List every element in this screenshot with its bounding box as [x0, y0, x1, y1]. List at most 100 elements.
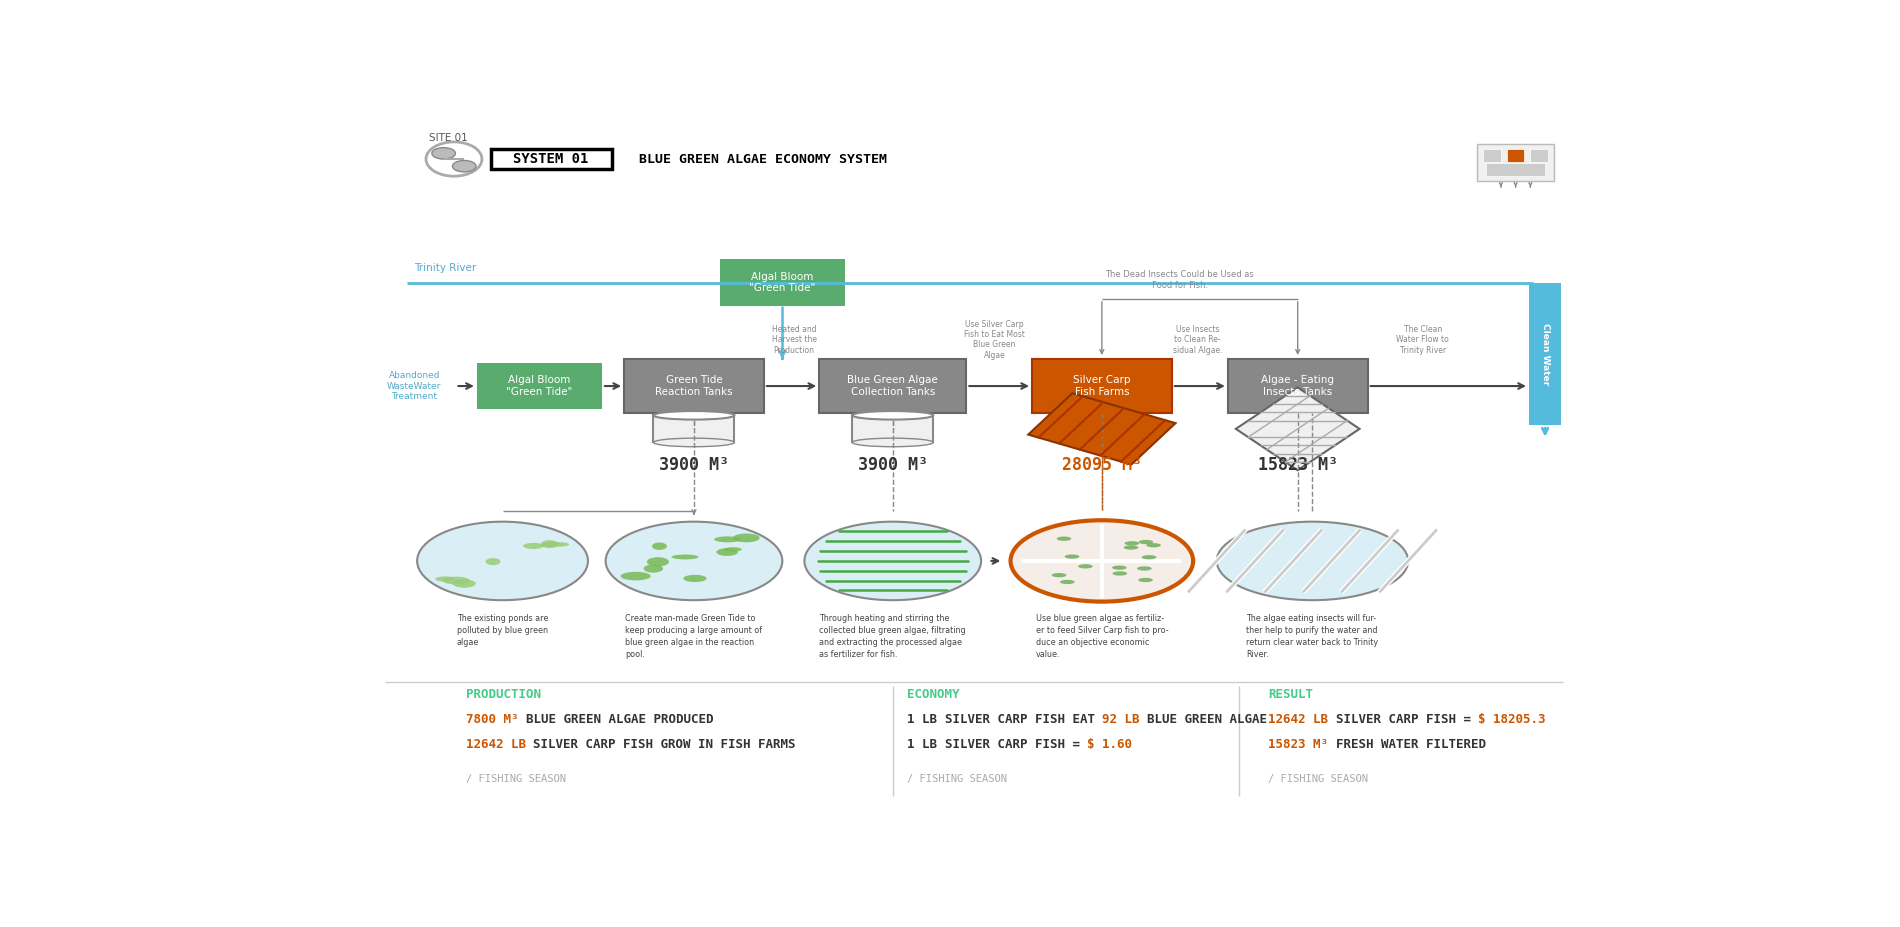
Ellipse shape	[853, 438, 933, 447]
Text: 12642 LB: 12642 LB	[466, 738, 534, 751]
Ellipse shape	[1138, 578, 1153, 582]
Text: The algae eating insects will fur-
ther help to purify the water and
return clea: The algae eating insects will fur- ther …	[1246, 615, 1379, 659]
Ellipse shape	[1077, 565, 1092, 568]
Ellipse shape	[542, 542, 570, 547]
Ellipse shape	[1112, 565, 1127, 570]
Text: SYSTEM 01: SYSTEM 01	[513, 152, 589, 166]
Text: SITE 01: SITE 01	[429, 133, 467, 144]
Ellipse shape	[1125, 541, 1140, 545]
Ellipse shape	[652, 542, 667, 550]
Text: Green Tide
Reaction Tanks: Green Tide Reaction Tanks	[656, 375, 733, 397]
Polygon shape	[1235, 387, 1360, 470]
Text: Blue Green Algae
Collection Tanks: Blue Green Algae Collection Tanks	[847, 375, 939, 397]
FancyBboxPatch shape	[654, 415, 735, 442]
Text: $ 1.60: $ 1.60	[1087, 738, 1132, 751]
Ellipse shape	[1056, 537, 1072, 540]
Ellipse shape	[716, 548, 737, 556]
Text: SILVER CARP FISH EAT: SILVER CARP FISH EAT	[944, 713, 1102, 726]
Text: ECONOMY: ECONOMY	[908, 688, 960, 701]
Text: Through heating and stirring the
collected blue green algae, filtrating
and extr: Through heating and stirring the collect…	[819, 615, 965, 659]
Text: 7800 M³: 7800 M³	[466, 713, 526, 726]
Ellipse shape	[486, 558, 500, 565]
Text: 1 LB: 1 LB	[908, 713, 944, 726]
Text: 92 LB: 92 LB	[1102, 713, 1148, 726]
FancyBboxPatch shape	[1507, 149, 1524, 162]
Ellipse shape	[654, 411, 735, 420]
Ellipse shape	[1064, 554, 1079, 559]
Polygon shape	[1028, 393, 1176, 464]
Text: 3900 M³: 3900 M³	[659, 455, 730, 474]
Ellipse shape	[522, 543, 543, 549]
Ellipse shape	[418, 522, 587, 600]
Text: Use blue green algae as fertiliz-
er to feed Silver Carp fish to pro-
duce an ob: Use blue green algae as fertiliz- er to …	[1036, 615, 1168, 659]
Text: Silver Carp
Fish Farms: Silver Carp Fish Farms	[1074, 375, 1130, 397]
Ellipse shape	[621, 572, 652, 580]
Ellipse shape	[646, 557, 669, 566]
Ellipse shape	[1123, 545, 1138, 550]
Text: The Dead Insects Could be Used as
Food for Fish.: The Dead Insects Could be Used as Food f…	[1106, 271, 1254, 290]
Text: 12642 LB: 12642 LB	[1269, 713, 1336, 726]
Text: SILVER CARP FISH =: SILVER CARP FISH =	[944, 738, 1087, 751]
Ellipse shape	[1112, 571, 1127, 576]
FancyBboxPatch shape	[1484, 149, 1501, 162]
Ellipse shape	[714, 537, 741, 542]
FancyBboxPatch shape	[819, 360, 967, 413]
Text: $ 18205.3: $ 18205.3	[1478, 713, 1547, 726]
Text: The existing ponds are
polluted by blue green
algae: The existing ponds are polluted by blue …	[456, 615, 549, 647]
Ellipse shape	[1142, 555, 1157, 559]
Circle shape	[452, 160, 477, 171]
Ellipse shape	[1146, 543, 1161, 547]
Text: 28095 M³: 28095 M³	[1062, 455, 1142, 474]
Ellipse shape	[1136, 566, 1151, 571]
Text: 3900 M³: 3900 M³	[857, 455, 927, 474]
Text: Abandoned
WasteWater
Treatment: Abandoned WasteWater Treatment	[388, 371, 441, 401]
FancyBboxPatch shape	[720, 260, 846, 306]
Ellipse shape	[542, 540, 559, 548]
FancyBboxPatch shape	[1227, 360, 1368, 413]
Text: BLUE GREEN ALGAE ECONOMY SYSTEM: BLUE GREEN ALGAE ECONOMY SYSTEM	[623, 153, 887, 166]
Text: Heated and
Harvest the
Production: Heated and Harvest the Production	[771, 324, 817, 354]
Text: RESULT: RESULT	[1269, 688, 1313, 701]
Text: Use Insects
to Clean Re-
sidual Algae.: Use Insects to Clean Re- sidual Algae.	[1172, 324, 1222, 354]
Text: 15823 M³: 15823 M³	[1269, 738, 1336, 751]
Ellipse shape	[671, 554, 699, 559]
Text: / FISHING SEASON: / FISHING SEASON	[1269, 774, 1368, 783]
Text: Algal Bloom
"Green Tide": Algal Bloom "Green Tide"	[505, 375, 572, 397]
Ellipse shape	[443, 577, 469, 584]
Ellipse shape	[654, 438, 735, 447]
FancyBboxPatch shape	[1530, 149, 1548, 162]
Text: PRODUCTION: PRODUCTION	[466, 688, 542, 701]
Text: Algal Bloom
"Green Tide": Algal Bloom "Green Tide"	[749, 272, 815, 293]
Text: 15823 M³: 15823 M³	[1258, 455, 1338, 474]
Ellipse shape	[1053, 573, 1066, 578]
Text: Use Silver Carp
Fish to Eat Most
Blue Green
Algae: Use Silver Carp Fish to Eat Most Blue Gr…	[963, 320, 1024, 360]
Text: The Clean
Water Flow to
Trinity River: The Clean Water Flow to Trinity River	[1396, 324, 1450, 354]
FancyBboxPatch shape	[1032, 360, 1172, 413]
Text: Algae - Eating
Insects Tanks: Algae - Eating Insects Tanks	[1262, 375, 1334, 397]
Ellipse shape	[1138, 540, 1153, 544]
Ellipse shape	[452, 579, 475, 588]
Ellipse shape	[1216, 522, 1408, 600]
Text: BLUE GREEN ALGAE PRODUCED: BLUE GREEN ALGAE PRODUCED	[526, 713, 712, 726]
Text: / FISHING SEASON: / FISHING SEASON	[466, 774, 566, 783]
Ellipse shape	[733, 533, 760, 542]
FancyBboxPatch shape	[623, 360, 764, 413]
Ellipse shape	[1060, 579, 1075, 584]
FancyBboxPatch shape	[490, 149, 612, 169]
Text: SILVER CARP FISH =: SILVER CARP FISH =	[1336, 713, 1478, 726]
Text: Create man-made Green Tide to
keep producing a large amount of
blue green algae : Create man-made Green Tide to keep produ…	[625, 615, 762, 659]
Ellipse shape	[853, 411, 933, 420]
FancyBboxPatch shape	[1478, 144, 1554, 181]
Text: Trinity River: Trinity River	[414, 263, 477, 273]
Text: / FISHING SEASON: / FISHING SEASON	[908, 774, 1007, 783]
Text: BLUE GREEN ALGAE: BLUE GREEN ALGAE	[1148, 713, 1267, 726]
Text: 1 LB: 1 LB	[908, 738, 944, 751]
FancyBboxPatch shape	[1530, 283, 1562, 425]
Ellipse shape	[724, 547, 741, 552]
FancyBboxPatch shape	[477, 362, 602, 409]
FancyBboxPatch shape	[1486, 163, 1545, 176]
Text: FRESH WATER FILTERED: FRESH WATER FILTERED	[1336, 738, 1486, 751]
Ellipse shape	[606, 522, 783, 600]
Ellipse shape	[804, 522, 980, 600]
FancyBboxPatch shape	[853, 415, 933, 442]
